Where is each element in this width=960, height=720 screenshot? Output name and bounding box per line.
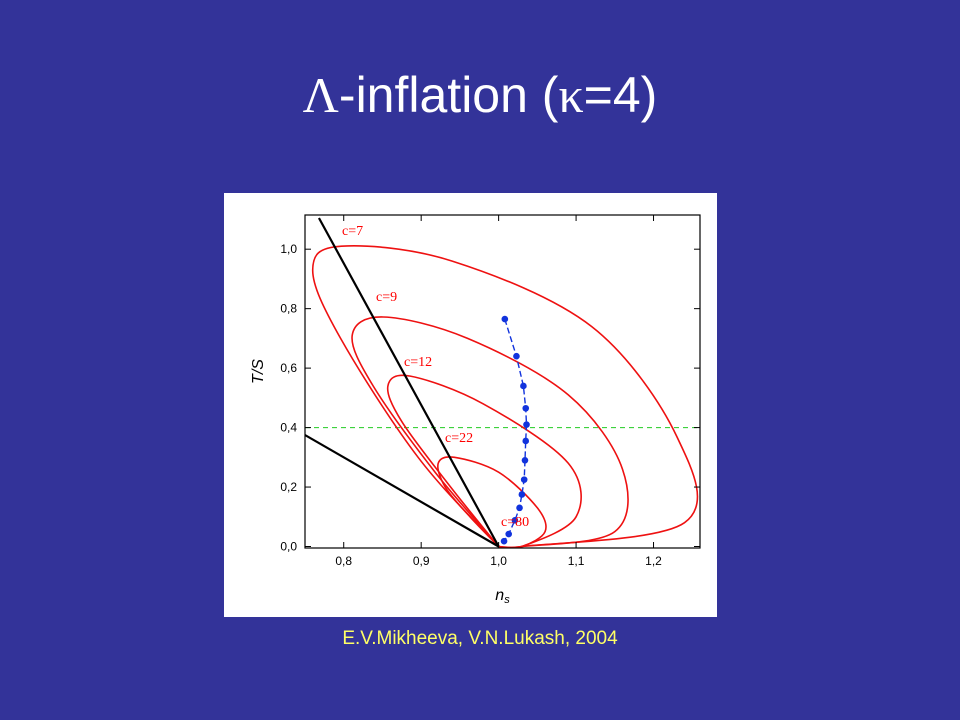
author-caption: E.V.Mikheeva, V.N.Lukash, 2004 bbox=[342, 628, 618, 649]
y-tick-label: 0,0 bbox=[280, 540, 297, 554]
track-point-12 bbox=[505, 530, 512, 538]
boundary-line-2 bbox=[305, 434, 500, 548]
title-suffix: =4) bbox=[583, 67, 658, 123]
contour-label: c=22 bbox=[445, 431, 473, 446]
track-point-13 bbox=[500, 537, 508, 545]
contour-label: c=7 bbox=[342, 224, 363, 239]
contour-c-22 bbox=[437, 456, 547, 548]
track-point-5 bbox=[523, 421, 530, 428]
y-tick-label: 1,0 bbox=[280, 242, 297, 256]
x-tick-label: 1,2 bbox=[645, 554, 662, 568]
track-point-9 bbox=[518, 491, 526, 498]
track-point-10 bbox=[516, 504, 523, 512]
chart-panel: 0,8 0,9 1,0 1,1 1,2 0,0 0,2 0,4 0,6 0,8 1,0 ns T/S c=… bbox=[224, 193, 717, 617]
track-point-4 bbox=[522, 404, 530, 412]
plot-frame bbox=[304, 214, 701, 549]
track-line bbox=[503, 318, 528, 542]
title-middle: -inflation ( bbox=[338, 67, 559, 123]
contour-label: c=9 bbox=[376, 290, 397, 305]
contour-c-12 bbox=[386, 374, 582, 548]
track-point-6 bbox=[522, 437, 530, 445]
y-tick-label: 0,6 bbox=[280, 361, 297, 375]
y-axis-label: T/S bbox=[250, 359, 267, 384]
x-tick-label: 0,8 bbox=[335, 554, 352, 568]
track-point-7 bbox=[521, 456, 529, 464]
track-point-3 bbox=[520, 382, 527, 390]
x-axis-label: ns bbox=[495, 587, 510, 606]
track-point-8 bbox=[520, 476, 528, 483]
track-point-1 bbox=[501, 315, 509, 323]
y-tick-label: 0,2 bbox=[280, 480, 297, 494]
track-point-2 bbox=[513, 352, 520, 360]
x-tick-label: 1,1 bbox=[568, 554, 585, 568]
plot-area bbox=[305, 217, 700, 548]
title-kappa: κ bbox=[558, 67, 584, 123]
slide-title: Λ-inflation (κ=4) bbox=[0, 60, 960, 130]
title-lambda: Λ bbox=[302, 67, 339, 123]
chart-svg: 0,8 0,9 1,0 1,1 1,2 0,0 0,2 0,4 0,6 0,8 1,0 ns T/S c=… bbox=[250, 214, 701, 606]
y-tick-label: 0,8 bbox=[280, 302, 297, 316]
boundary-line-1 bbox=[317, 217, 500, 548]
track-label: c=80 bbox=[501, 515, 529, 530]
x-tick-label: 0,9 bbox=[413, 554, 430, 568]
track-point-11 bbox=[511, 517, 519, 524]
contour-c-7 bbox=[311, 245, 699, 548]
contour-c-9 bbox=[351, 316, 629, 548]
x-tick-label: 1,0 bbox=[490, 554, 507, 568]
y-tick-label: 0,4 bbox=[280, 421, 297, 435]
contour-label: c=12 bbox=[404, 355, 432, 370]
